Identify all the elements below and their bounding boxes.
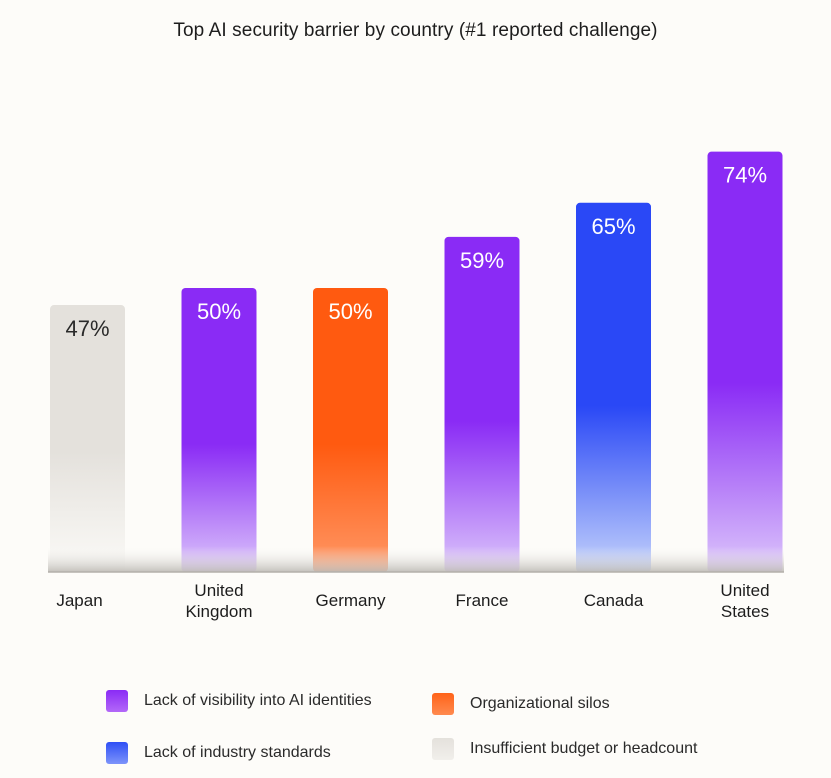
bar-value-label-3: 59% <box>460 248 504 273</box>
bar-value-label-2: 50% <box>328 299 372 324</box>
legend-swatch-silos <box>432 693 454 715</box>
legend-item-visibility: Lack of visibility into AI identities <box>106 690 372 712</box>
legend-swatch-standards <box>106 742 128 764</box>
category-label-5: United States <box>720 581 769 621</box>
legend-swatch-budget <box>432 738 454 760</box>
category-label-4: Canada <box>584 591 644 610</box>
bar-0 <box>50 305 125 572</box>
category-label-2: Germany <box>316 591 386 610</box>
bar-2 <box>313 288 388 572</box>
legend-item-budget: Insufficient budget or headcount <box>432 738 697 760</box>
bar-1 <box>181 288 257 572</box>
category-label-3: France <box>456 591 509 610</box>
legend-label-budget: Insufficient budget or headcount <box>470 740 698 757</box>
bar-value-label-4: 65% <box>591 214 635 239</box>
bar-value-label-5: 74% <box>723 163 767 188</box>
legend-item-standards: Lack of industry standards <box>106 742 331 764</box>
legend-label-silos: Organizational silos <box>470 695 610 712</box>
bar-3 <box>444 236 520 572</box>
bar-chart: 47% 50% 50% 59% 65% 74% Japan United Kingdom Ger… <box>48 151 784 621</box>
category-label-1: United Kingdom <box>185 581 252 621</box>
legend-label-standards: Lack of industry standards <box>144 744 331 761</box>
category-label-0: Japan <box>56 591 102 610</box>
chart-title: Top AI security barrier by country (#1 r… <box>173 20 658 41</box>
legend-swatch-visibility <box>106 690 128 712</box>
legend-item-silos: Organizational silos <box>432 693 610 715</box>
bar-value-label-1: 50% <box>197 299 241 324</box>
legend-label-visibility: Lack of visibility into AI identities <box>144 692 372 709</box>
bar-4 <box>576 202 651 573</box>
bar-value-label-0: 47% <box>65 316 109 341</box>
bar-5 <box>707 151 783 572</box>
baseline-shadow <box>48 546 784 572</box>
